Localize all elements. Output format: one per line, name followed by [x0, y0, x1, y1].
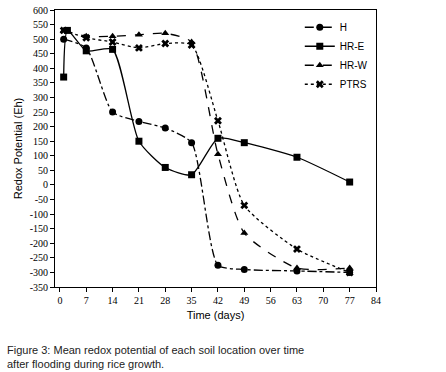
svg-text:35: 35 [187, 295, 197, 306]
svg-text:70: 70 [318, 295, 328, 306]
svg-text:7: 7 [84, 295, 89, 306]
svg-text:300: 300 [33, 92, 48, 103]
svg-text:Figure 3: Mean redox potential: Figure 3: Mean redox potential of each s… [7, 344, 304, 370]
svg-text:42: 42 [213, 295, 223, 306]
svg-text:400: 400 [33, 63, 48, 74]
svg-text:-250: -250 [30, 252, 48, 263]
svg-text:Redox Potential (Eh): Redox Potential (Eh) [12, 98, 24, 200]
svg-text:63: 63 [292, 295, 302, 306]
svg-text:HR-W: HR-W [340, 60, 368, 71]
svg-text:Time (days): Time (days) [187, 309, 245, 321]
svg-text:150: 150 [33, 136, 48, 147]
svg-text:50: 50 [38, 165, 48, 176]
svg-text:28: 28 [160, 295, 170, 306]
svg-text:500: 500 [33, 34, 48, 45]
svg-text:-350: -350 [30, 282, 48, 293]
svg-text:450: 450 [33, 48, 48, 59]
svg-text:200: 200 [33, 121, 48, 132]
svg-text:14: 14 [108, 295, 118, 306]
svg-text:0: 0 [57, 295, 62, 306]
svg-text:-100: -100 [30, 209, 48, 220]
svg-text:H: H [340, 22, 347, 33]
svg-text:-50: -50 [35, 194, 48, 205]
svg-text:21: 21 [134, 295, 144, 306]
svg-text:0: 0 [43, 179, 48, 190]
svg-text:49: 49 [239, 295, 249, 306]
svg-text:600: 600 [33, 5, 48, 16]
svg-text:56: 56 [266, 295, 276, 306]
svg-text:77: 77 [345, 295, 355, 306]
svg-text:-300: -300 [30, 267, 48, 278]
svg-text:-150: -150 [30, 223, 48, 234]
svg-text:PTRS: PTRS [340, 79, 367, 90]
svg-text:HR-E: HR-E [340, 41, 365, 52]
svg-text:250: 250 [33, 107, 48, 118]
svg-text:350: 350 [33, 77, 48, 88]
svg-text:84: 84 [371, 295, 381, 306]
svg-text:-200: -200 [30, 238, 48, 249]
svg-text:550: 550 [33, 19, 48, 30]
svg-text:100: 100 [33, 150, 48, 161]
